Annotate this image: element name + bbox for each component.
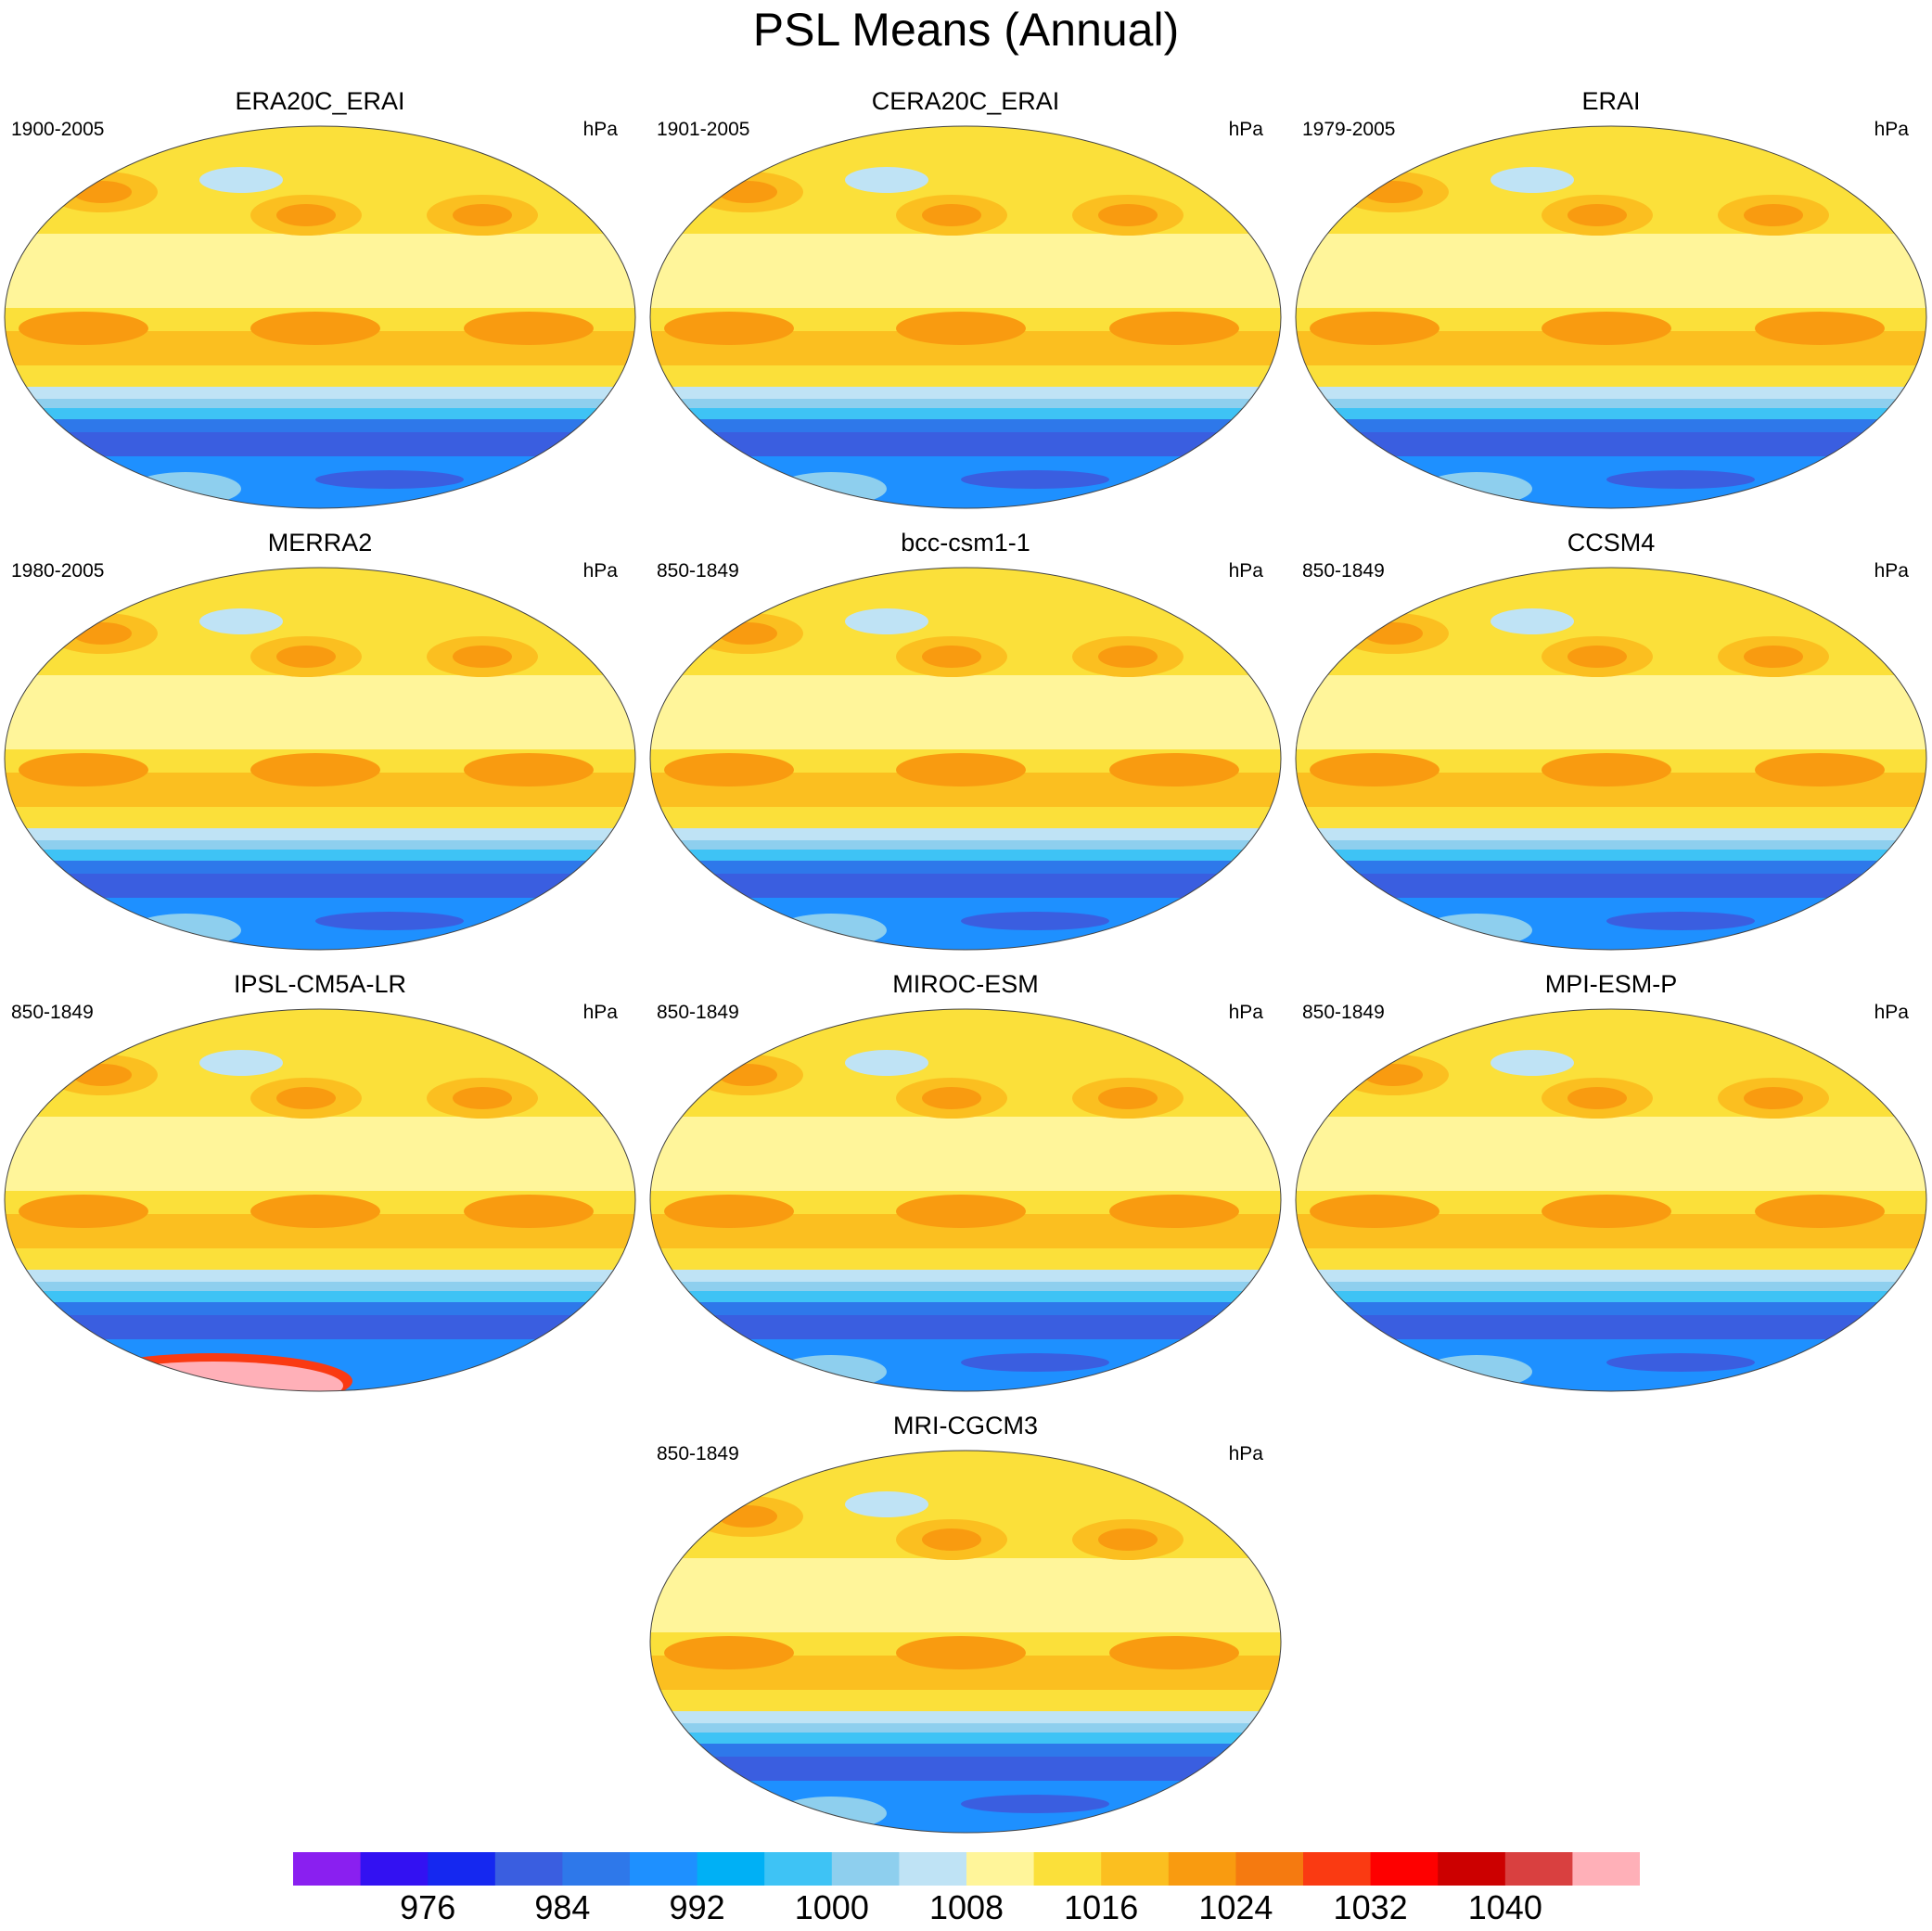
colorbar-tick-label: 1008	[928, 1888, 1004, 1926]
panel-period: 850-1849	[11, 1002, 94, 1023]
map-plot	[4, 1008, 636, 1392]
panel-period: 1979-2005	[1302, 119, 1396, 140]
map-panel: ERA20C_ERAI 1900-2005 hPa	[0, 85, 640, 512]
figure-title: PSL Means (Annual)	[752, 4, 1180, 56]
map-plot	[649, 567, 1282, 951]
colorbar-swatch	[1370, 1852, 1439, 1886]
colorbar-swatch	[1168, 1852, 1236, 1886]
map-plot	[649, 1008, 1282, 1392]
panel-period: 850-1849	[657, 560, 739, 582]
panel-title: bcc-csm1-1	[901, 529, 1030, 556]
map-plot	[4, 567, 636, 951]
panel-title: ERA20C_ERAI	[235, 87, 405, 115]
colorbar-swatch	[1303, 1852, 1372, 1886]
map-panel: CERA20C_ERAI 1901-2005 hPa	[646, 85, 1286, 512]
map-plot	[1295, 1008, 1927, 1392]
colorbar-tick-label: 1000	[794, 1888, 869, 1926]
map-panel: ERAI 1979-2005 hPa	[1291, 85, 1931, 512]
colorbar-swatch	[1235, 1852, 1304, 1886]
map-plot	[1295, 567, 1927, 951]
map-panel: MPI-ESM-P 850-1849 hPa	[1291, 968, 1931, 1395]
panel-units: hPa	[1874, 1002, 1909, 1023]
map-panel: CCSM4 850-1849 hPa	[1291, 527, 1931, 953]
map-panel: MIROC-ESM 850-1849 hPa	[646, 968, 1286, 1395]
map-plot	[1295, 125, 1927, 509]
panel-title: MERRA2	[267, 529, 373, 556]
map-plot	[649, 125, 1282, 509]
panel-units: hPa	[1228, 560, 1263, 582]
colorbar-swatch	[562, 1852, 631, 1886]
colorbar-tick-label: 992	[669, 1888, 725, 1926]
colorbar-swatch	[697, 1852, 765, 1886]
map-panel: IPSL-CM5A-LR 850-1849 hPa	[0, 968, 640, 1395]
panel-units: hPa	[582, 119, 618, 140]
colorbar-swatch	[1572, 1852, 1640, 1886]
colorbar-swatch	[1101, 1852, 1170, 1886]
colorbar-swatch	[966, 1852, 1035, 1886]
colorbar-swatch	[293, 1852, 362, 1886]
panel-units: hPa	[1228, 1002, 1263, 1023]
panel-period: 850-1849	[657, 1443, 739, 1464]
colorbar-tick-label: 1016	[1064, 1888, 1139, 1926]
panel-units: hPa	[1874, 560, 1909, 582]
panel-period: 850-1849	[657, 1002, 739, 1023]
panel-period: 850-1849	[1302, 560, 1385, 582]
panel-title: MPI-ESM-P	[1544, 970, 1678, 998]
colorbar-tick-label: 976	[400, 1888, 456, 1926]
colorbar-swatch	[428, 1852, 496, 1886]
colorbar-tick-label: 984	[534, 1888, 591, 1926]
colorbar-tick-label: 1024	[1198, 1888, 1273, 1926]
colorbar-tick-label: 1040	[1467, 1888, 1542, 1926]
map-panel: MRI-CGCM3 850-1849 hPa	[646, 1410, 1286, 1836]
colorbar	[293, 1852, 1640, 1886]
map-panel: MERRA2 1980-2005 hPa	[0, 527, 640, 953]
panel-title: MIROC-ESM	[892, 970, 1039, 998]
colorbar-swatch	[1438, 1852, 1506, 1886]
panel-title: CCSM4	[1567, 529, 1656, 556]
colorbar-swatch	[360, 1852, 429, 1886]
colorbar-swatch	[1033, 1852, 1102, 1886]
colorbar-swatch	[764, 1852, 833, 1886]
panel-units: hPa	[1874, 119, 1909, 140]
panel-units: hPa	[1228, 119, 1263, 140]
colorbar-swatch	[831, 1852, 900, 1886]
panel-period: 1900-2005	[11, 119, 105, 140]
map-plot	[649, 1450, 1282, 1834]
panel-title: MRI-CGCM3	[893, 1412, 1038, 1439]
panel-period: 1901-2005	[657, 119, 750, 140]
map-panel: bcc-csm1-1 850-1849 hPa	[646, 527, 1286, 953]
colorbar-swatch	[899, 1852, 967, 1886]
panel-period: 850-1849	[1302, 1002, 1385, 1023]
panel-title: CERA20C_ERAI	[871, 87, 1060, 115]
colorbar-tick-label: 1032	[1333, 1888, 1408, 1926]
colorbar-labels: 976 984 992 1000 1008 1016 1024 1032 1040	[0, 1887, 1932, 1928]
panel-units: hPa	[582, 560, 618, 582]
panel-title: ERAI	[1581, 87, 1641, 115]
colorbar-swatch	[494, 1852, 563, 1886]
panel-units: hPa	[1228, 1443, 1263, 1464]
panel-title: IPSL-CM5A-LR	[233, 970, 407, 998]
colorbar-swatch	[630, 1852, 698, 1886]
panel-units: hPa	[582, 1002, 618, 1023]
map-plot	[4, 125, 636, 509]
colorbar-swatch	[1504, 1852, 1573, 1886]
panel-period: 1980-2005	[11, 560, 105, 582]
